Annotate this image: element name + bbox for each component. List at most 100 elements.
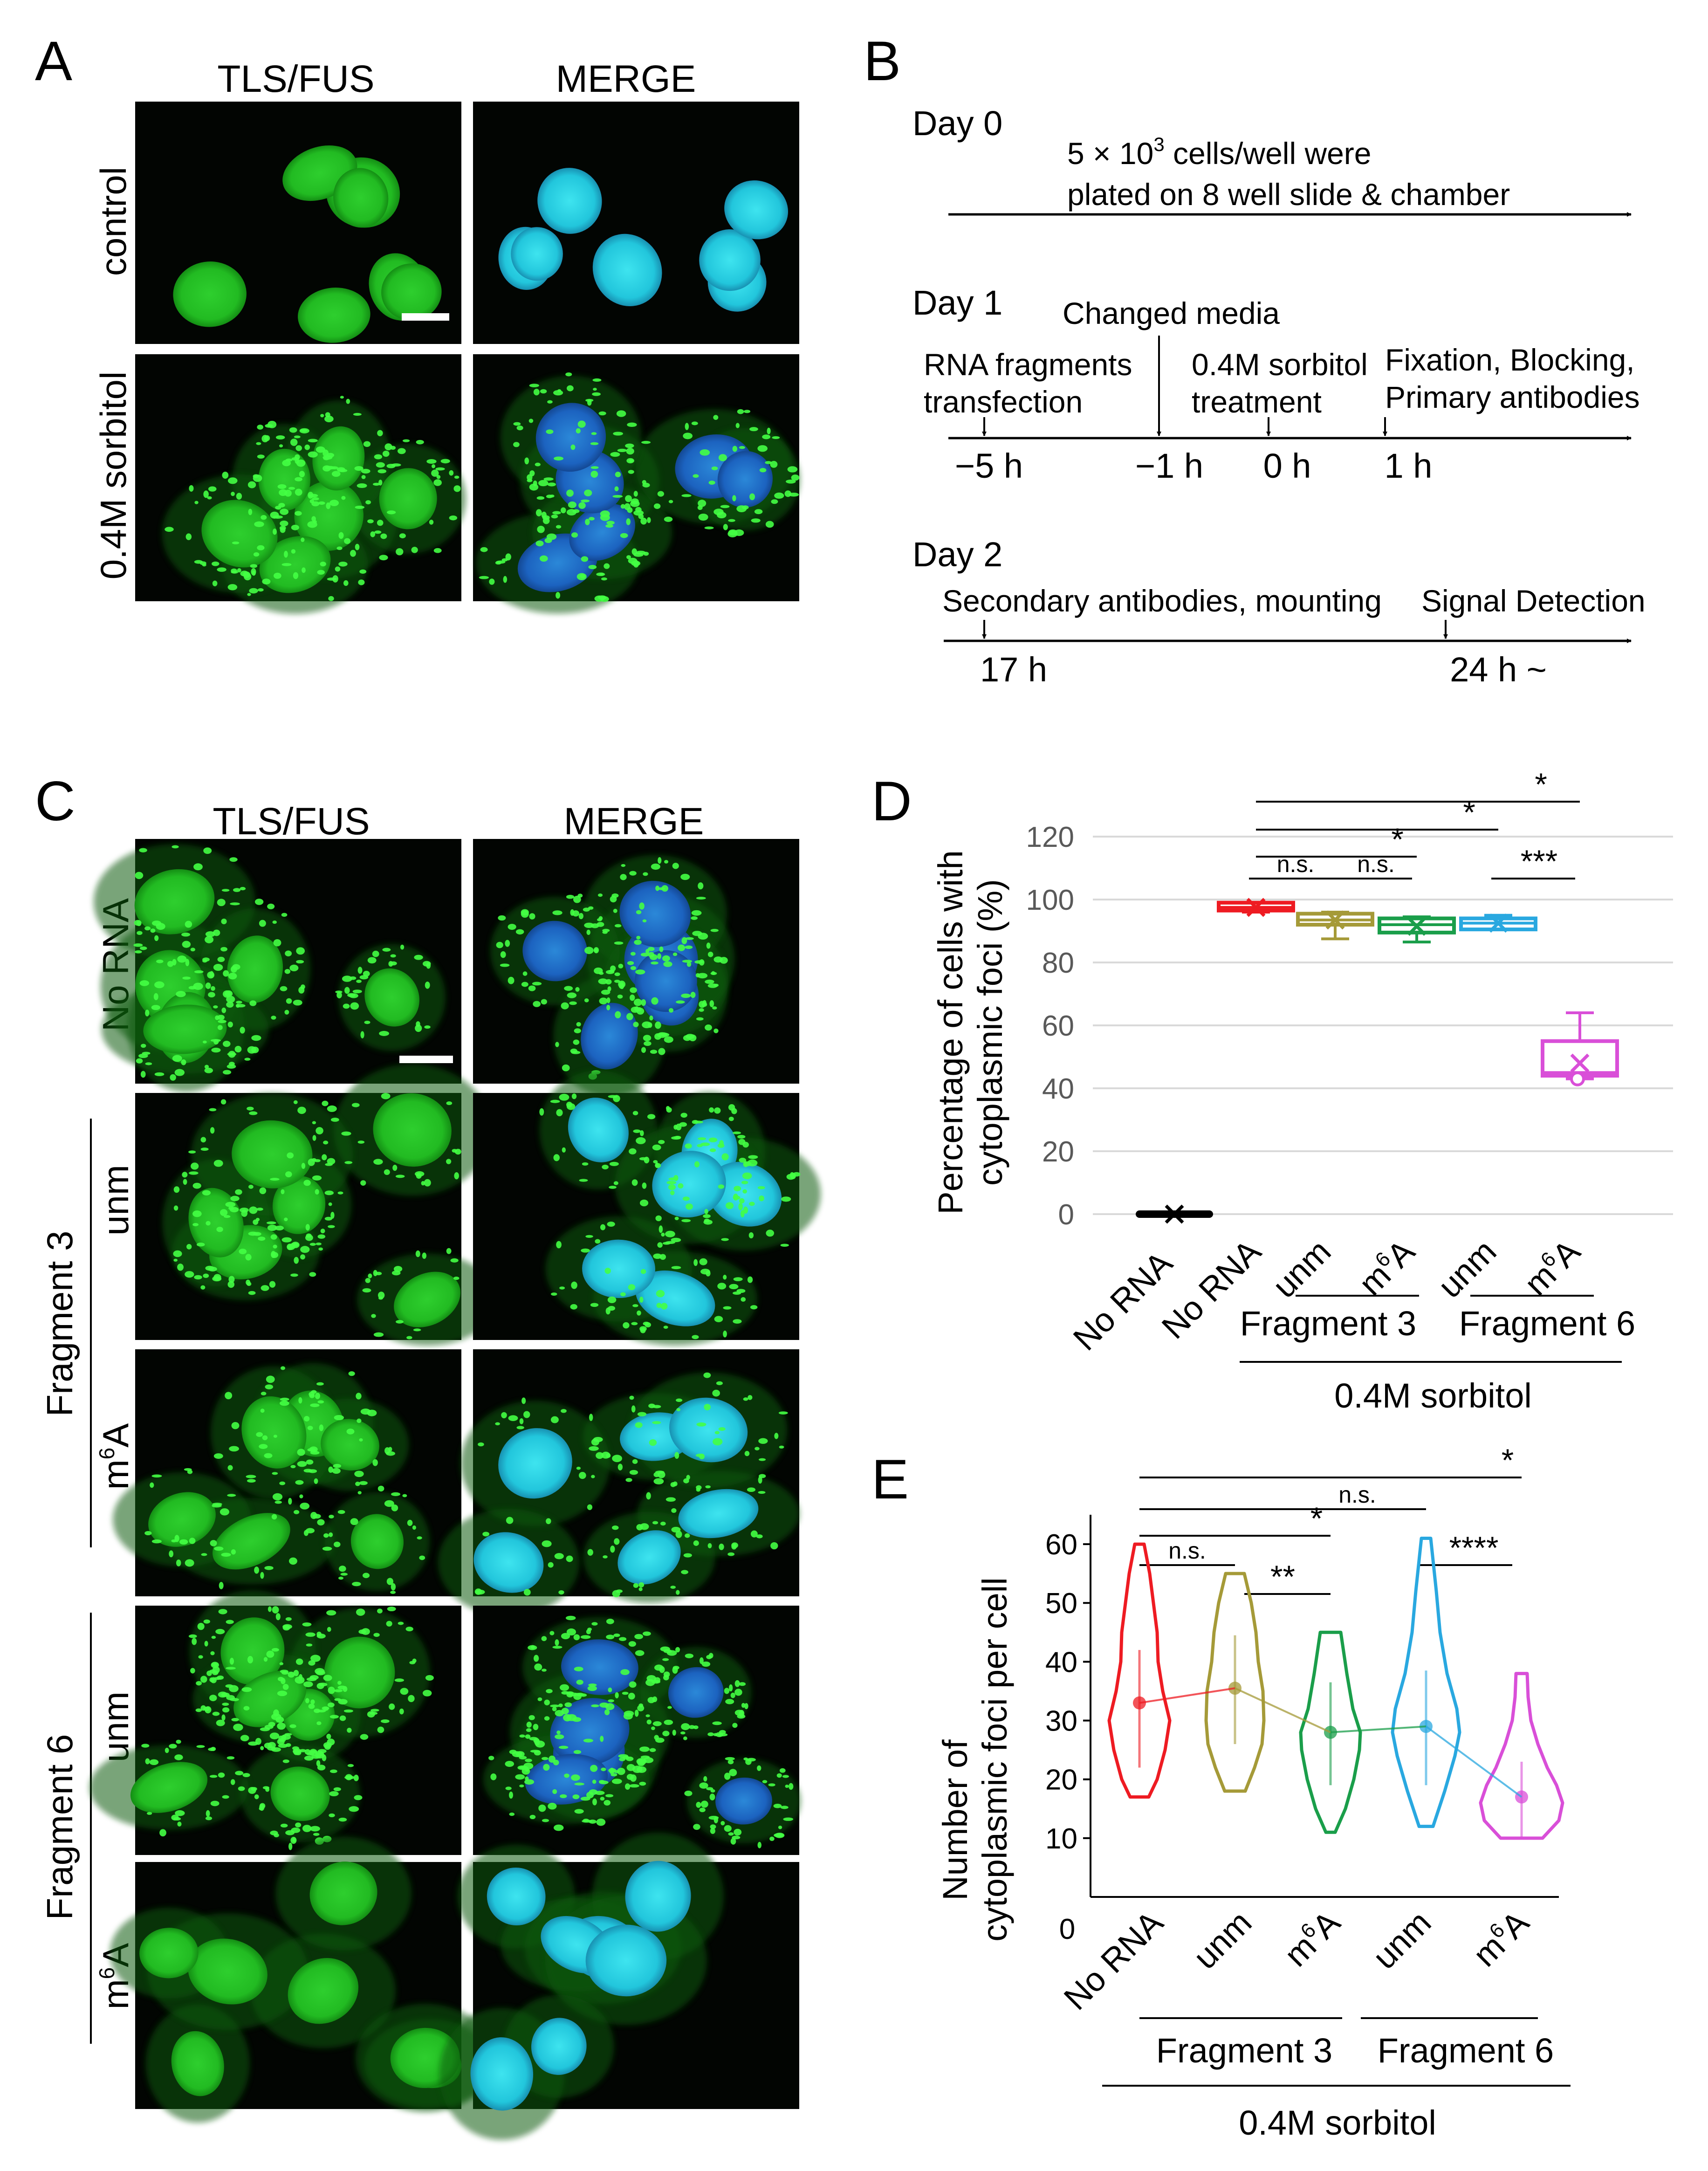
focus [548, 1562, 554, 1568]
focus [533, 1724, 539, 1731]
focus [270, 1234, 277, 1240]
focus [280, 508, 289, 515]
focus [665, 1230, 675, 1237]
focus [653, 1160, 658, 1164]
focus [425, 1675, 434, 1681]
focus [605, 1794, 614, 1798]
focus [529, 913, 535, 920]
focus [233, 1724, 243, 1731]
focus [713, 1028, 719, 1033]
focus [360, 1031, 364, 1038]
focus [353, 412, 362, 416]
focus [236, 1001, 242, 1004]
panel-b: B Day 0 5 × 103 cells/well were plated o… [864, 30, 1646, 689]
focus [317, 1765, 326, 1771]
focus [646, 1492, 651, 1500]
focus [454, 475, 460, 479]
focus [328, 596, 334, 601]
violin-outline [1107, 1542, 1172, 1799]
focus [229, 1685, 239, 1692]
focus [381, 1719, 390, 1723]
focus [611, 1779, 622, 1784]
significance-label: **** [1449, 1530, 1499, 1566]
focus [705, 1485, 711, 1489]
focus [213, 964, 223, 971]
focus [501, 558, 508, 562]
focus [150, 1482, 154, 1488]
focus [397, 448, 406, 454]
focus [613, 432, 623, 436]
focus [604, 1267, 611, 1274]
focus [353, 1774, 359, 1781]
focus [272, 1606, 279, 1614]
focus [566, 509, 576, 515]
focus [780, 1244, 789, 1247]
focus [715, 1732, 723, 1738]
focus [666, 1107, 672, 1113]
focus [386, 1621, 392, 1627]
nucleus [498, 1428, 572, 1499]
focus [666, 1181, 677, 1185]
focus [713, 1816, 719, 1824]
focus [280, 520, 288, 527]
focus [142, 1051, 151, 1055]
ytick-label: 0 [1058, 1199, 1074, 1231]
focus [323, 1675, 332, 1681]
focus [637, 1766, 647, 1773]
significance-label: ** [1270, 1559, 1295, 1594]
focus [555, 1042, 559, 1047]
focus [194, 560, 203, 564]
focus [665, 1497, 676, 1502]
panel-e: E Number of cytoplasmic foci per cell 10… [871, 1443, 1571, 2142]
focus [579, 1179, 588, 1182]
focus [360, 1734, 369, 1740]
focus [218, 1609, 227, 1615]
focus [610, 452, 620, 457]
focus [653, 1478, 664, 1484]
focus [339, 1566, 346, 1572]
focus [228, 1276, 235, 1283]
focus [360, 1180, 366, 1186]
focus [377, 1726, 384, 1733]
focus [631, 1179, 638, 1186]
focus [239, 1249, 247, 1254]
focus [689, 1034, 697, 1042]
focus [357, 1140, 365, 1144]
chart-e-axes [1090, 1515, 1559, 1898]
focus [664, 860, 669, 864]
focus [185, 533, 192, 540]
focus [657, 1032, 667, 1038]
nucleus [569, 503, 635, 561]
focus [508, 1791, 514, 1799]
focus [585, 1235, 593, 1238]
focus [609, 1161, 619, 1166]
focus [713, 415, 719, 420]
focus [589, 1414, 593, 1421]
focus [668, 1184, 676, 1190]
focus [329, 1515, 334, 1518]
focus [620, 533, 628, 538]
focus [355, 1481, 360, 1486]
focus [285, 950, 292, 956]
focus [703, 1214, 711, 1218]
focus [779, 1445, 784, 1449]
focus [436, 475, 441, 479]
focus [739, 1198, 745, 1204]
focus [417, 1536, 422, 1540]
focus [782, 1775, 789, 1778]
focus [591, 1438, 599, 1446]
focus [362, 1288, 371, 1293]
focus [509, 1750, 517, 1754]
ytick-label: 80 [1042, 947, 1074, 979]
focus [377, 1485, 384, 1492]
chart-e-group-fragment3: Fragment 3 [1156, 2031, 1332, 2070]
focus [177, 1264, 184, 1271]
focus [648, 1403, 655, 1408]
focus [594, 967, 603, 974]
xtick-label: m6A [1276, 1903, 1347, 1974]
focus [781, 1196, 791, 1202]
xtick-label: unm [1266, 1233, 1338, 1305]
focus [707, 1543, 712, 1549]
focus [693, 1259, 698, 1266]
focus [169, 1550, 174, 1558]
